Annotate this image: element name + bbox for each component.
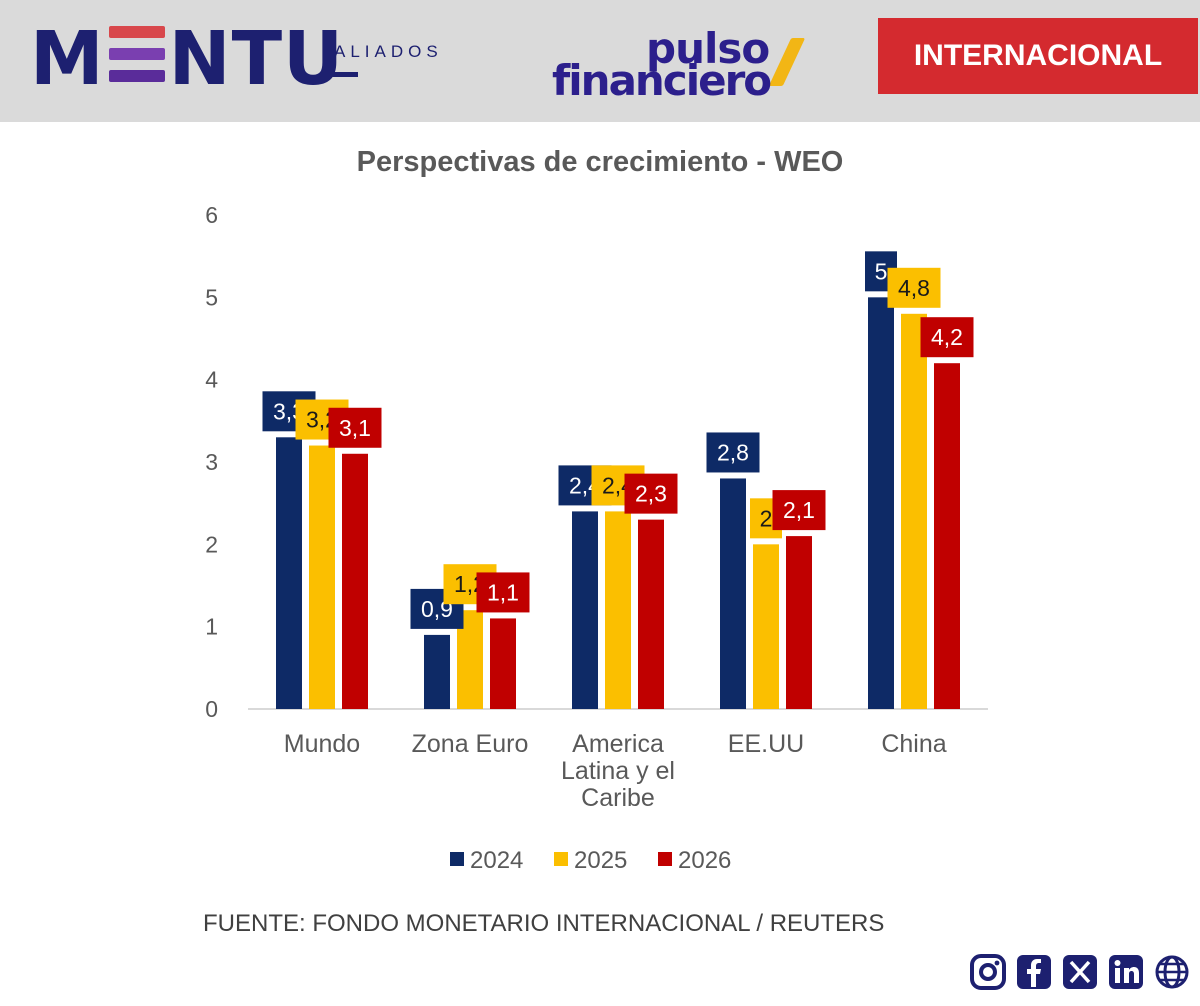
data-label: 4,2 bbox=[931, 324, 963, 350]
data-label-box bbox=[328, 407, 382, 448]
x-category-label: Caribe bbox=[581, 784, 655, 812]
mentu-logo: M NTU bbox=[30, 16, 345, 102]
bar bbox=[868, 297, 894, 709]
x-category-label: Latina y el bbox=[561, 757, 675, 785]
financiero-word: financiero bbox=[552, 56, 772, 105]
data-label: 2,8 bbox=[717, 439, 749, 465]
instagram-icon[interactable] bbox=[968, 952, 1008, 992]
header-banner: M NTU ALIADOS pulso financiero INTERNACIO… bbox=[0, 0, 1200, 122]
bar bbox=[424, 634, 450, 709]
bar bbox=[901, 313, 927, 709]
data-label-box bbox=[624, 473, 678, 514]
data-label: 1,1 bbox=[487, 579, 519, 605]
bar bbox=[786, 536, 812, 709]
legend-label: 2025 bbox=[574, 847, 627, 874]
x-icon[interactable] bbox=[1060, 952, 1100, 992]
section-badge: INTERNACIONAL bbox=[878, 18, 1198, 94]
bar bbox=[490, 618, 516, 709]
source-note: FUENTE: FONDO MONETARIO INTERNACIONAL / … bbox=[203, 910, 885, 937]
data-label: 4,8 bbox=[898, 275, 930, 301]
x-category-label: EE.UU bbox=[728, 730, 804, 758]
y-tick-label: 0 bbox=[205, 696, 218, 722]
facebook-icon[interactable] bbox=[1014, 952, 1054, 992]
y-tick-label: 1 bbox=[205, 614, 218, 640]
y-tick-label: 5 bbox=[205, 284, 218, 310]
bar bbox=[276, 437, 302, 709]
bar bbox=[753, 544, 779, 709]
y-tick-label: 2 bbox=[205, 531, 218, 557]
bar bbox=[309, 445, 335, 709]
bar bbox=[572, 511, 598, 709]
y-tick-label: 3 bbox=[205, 449, 218, 475]
bar bbox=[934, 363, 960, 709]
bar bbox=[605, 511, 631, 709]
x-category-label: Zona Euro bbox=[412, 730, 529, 758]
data-label: 5 bbox=[875, 258, 888, 284]
x-category-label: Mundo bbox=[284, 730, 360, 758]
pulso-financiero-logo: pulso financiero bbox=[552, 26, 822, 106]
data-label-box bbox=[476, 572, 530, 613]
aliados-label: ALIADOS bbox=[334, 42, 443, 61]
data-label: 2 bbox=[760, 505, 773, 531]
legend-label: 2024 bbox=[470, 847, 523, 874]
social-icons bbox=[968, 952, 1192, 996]
legend-label: 2026 bbox=[678, 847, 731, 874]
data-label: 2,3 bbox=[635, 481, 667, 507]
legend-swatch bbox=[658, 852, 672, 866]
bar bbox=[638, 519, 664, 709]
globe-icon[interactable] bbox=[1152, 952, 1192, 992]
aliados-underline bbox=[322, 72, 358, 77]
legend-swatch bbox=[554, 852, 568, 866]
data-label: 2,1 bbox=[783, 497, 815, 523]
x-category-label: China bbox=[881, 730, 946, 758]
legend-swatch bbox=[450, 852, 464, 866]
pulso-word: pulso bbox=[646, 24, 770, 73]
bar bbox=[342, 453, 368, 709]
data-label-box bbox=[887, 267, 941, 308]
chart-title: Perspectivas de crecimiento - WEO bbox=[356, 146, 844, 178]
data-label-box bbox=[920, 317, 974, 358]
mentu-e-mark bbox=[108, 26, 165, 82]
data-label-box bbox=[772, 490, 826, 531]
data-label-box bbox=[706, 432, 760, 473]
y-tick-label: 4 bbox=[205, 367, 218, 393]
data-label: 3,1 bbox=[339, 415, 371, 441]
bar bbox=[720, 478, 746, 709]
x-category-label: America bbox=[572, 730, 664, 758]
y-tick-label: 6 bbox=[205, 202, 218, 228]
linkedin-icon[interactable] bbox=[1106, 952, 1146, 992]
